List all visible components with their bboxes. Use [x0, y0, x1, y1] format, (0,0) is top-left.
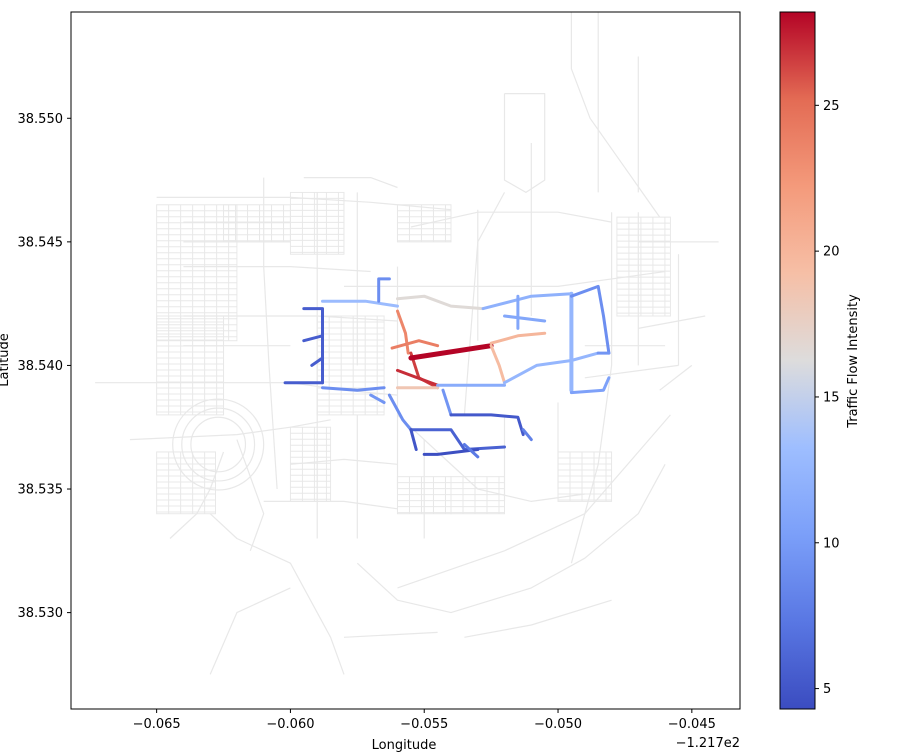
background-block	[156, 315, 225, 416]
background-road	[356, 464, 666, 614]
background-road	[129, 419, 331, 441]
background-block	[156, 451, 217, 515]
traffic-segment	[409, 428, 506, 451]
background-road	[209, 513, 345, 675]
traffic-segment	[377, 277, 391, 303]
background-road	[290, 458, 398, 465]
y-tick-label: 38.540	[18, 359, 64, 374]
traffic-segment	[569, 376, 611, 395]
map-axes: −0.065 −0.060 −0.055 −0.050 −0.045 38.53038.…	[0, 11, 741, 753]
traffic-segment	[409, 428, 418, 451]
traffic-segment	[569, 284, 611, 355]
colorbar-label: Traffic Flow Intensity	[846, 294, 861, 429]
background-road	[584, 364, 679, 379]
traffic-segment	[387, 393, 413, 432]
y-tick-label: 38.530	[18, 606, 64, 621]
traffic-segment	[441, 388, 453, 417]
traffic-segment	[489, 344, 506, 385]
y-axis-ticks: 38.530 38.535 38.540 38.545 38.550	[18, 112, 71, 621]
y-tick-label: 38.550	[18, 112, 64, 127]
background-road	[464, 599, 612, 638]
background-road	[659, 364, 693, 391]
background-road	[183, 266, 371, 273]
traffic-segment	[481, 292, 573, 311]
background-road	[397, 414, 671, 589]
traffic-segment	[302, 334, 324, 343]
colorbar: 5 10 15 20 25 Traffic Flow Intensity	[779, 11, 861, 710]
background-road	[156, 196, 452, 211]
traffic-segment	[396, 368, 440, 387]
background-road	[638, 315, 706, 329]
x-tick-label: −0.060	[266, 717, 314, 732]
background-road	[343, 631, 438, 638]
traffic-segment	[422, 448, 480, 456]
background-road	[570, 12, 661, 218]
background-road	[169, 451, 225, 539]
y-tick-label: 38.545	[18, 235, 64, 250]
background-block	[557, 451, 613, 502]
background-block	[450, 476, 506, 515]
background-block	[616, 216, 671, 317]
background-road-network	[95, 12, 719, 675]
background-block	[396, 204, 452, 243]
traffic-segment	[321, 386, 386, 392]
x-tick-label: −0.055	[400, 717, 448, 732]
x-tick-label: −0.065	[133, 717, 181, 732]
colorbar-tick-label: 20	[823, 245, 840, 260]
colorbar-tick-label: 5	[823, 682, 831, 697]
x-axis-label: Longitude	[372, 738, 437, 753]
traffic-segment	[521, 428, 533, 442]
background-road	[236, 439, 265, 552]
background-track	[181, 407, 256, 482]
axes-background	[71, 12, 740, 709]
background-track	[190, 416, 247, 473]
background-track	[172, 398, 265, 491]
background-road	[263, 177, 278, 490]
traffic-segments	[283, 277, 611, 459]
colorbar-ticks: 5 10 15 20 25	[815, 99, 840, 697]
colorbar-tick-label: 10	[823, 536, 840, 551]
colorbar-gradient	[779, 11, 816, 710]
traffic-segment	[310, 356, 324, 367]
x-tick-label: −0.045	[668, 717, 716, 732]
background-road	[503, 92, 546, 193]
colorbar-tick-label: 25	[823, 99, 840, 114]
axes-frame	[70, 11, 741, 710]
traffic-segment	[396, 309, 410, 355]
y-tick-label: 38.535	[18, 483, 64, 498]
traffic-segment	[503, 351, 600, 385]
background-road	[303, 177, 398, 189]
background-road	[463, 192, 506, 415]
traffic-segment	[449, 413, 525, 437]
background-road	[209, 587, 291, 675]
traffic-segment	[390, 339, 440, 350]
map-layer	[95, 12, 719, 675]
traffic-segment	[503, 314, 547, 323]
traffic-segment	[396, 294, 485, 311]
x-tick-label: −0.050	[534, 717, 582, 732]
colorbar-tick-label: 15	[823, 390, 840, 405]
traffic-segment	[321, 299, 399, 308]
y-axis-label: Latitude	[0, 333, 12, 387]
x-axis-offset-label: −1.217e2	[676, 736, 740, 751]
x-axis-ticks: −0.065 −0.060 −0.055 −0.050 −0.045	[133, 709, 716, 732]
traffic-segment	[462, 443, 480, 459]
background-road	[263, 500, 398, 510]
traffic-segment	[489, 331, 547, 345]
traffic-segment	[408, 343, 494, 361]
background-road	[410, 211, 612, 228]
traffic-segment	[369, 393, 386, 404]
